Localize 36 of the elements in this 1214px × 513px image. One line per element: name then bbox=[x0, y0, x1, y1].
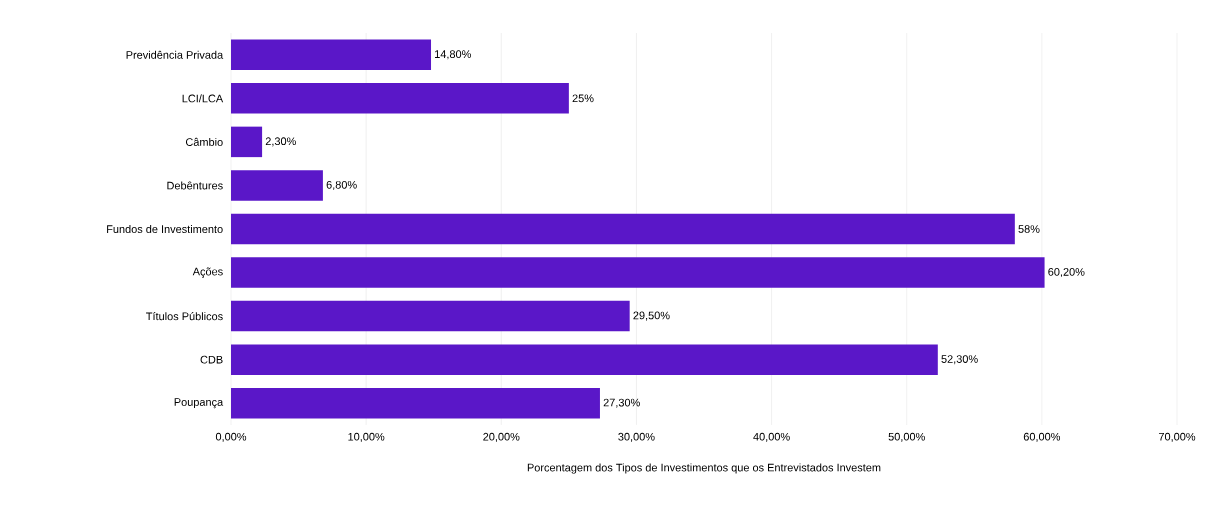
bar bbox=[231, 83, 569, 114]
data-label: 14,80% bbox=[435, 50, 471, 60]
data-label: 2,30% bbox=[265, 137, 296, 147]
x-tick-label: 60,00% bbox=[1023, 432, 1061, 442]
bar bbox=[231, 257, 1045, 288]
y-tick-label: LCI/LCA bbox=[182, 94, 224, 103]
data-label: 58% bbox=[1018, 225, 1040, 233]
bar bbox=[231, 300, 630, 332]
y-tick-label: CDB bbox=[200, 355, 223, 364]
y-tick-label: Fundos de Investimento bbox=[107, 224, 223, 234]
y-tick-label: Debêntures bbox=[167, 181, 223, 190]
data-label: 27,30% bbox=[603, 398, 640, 408]
data-label: 29,50% bbox=[633, 311, 670, 321]
data-label: 60,20% bbox=[1048, 268, 1085, 278]
bar bbox=[231, 170, 323, 201]
x-tick-label: 70,00% bbox=[1158, 432, 1196, 442]
y-tick-label: Previdência Privada bbox=[126, 50, 224, 59]
data-label: 25% bbox=[572, 94, 594, 103]
bar bbox=[231, 126, 263, 158]
bar bbox=[231, 39, 432, 71]
x-tick-label: 50,00% bbox=[888, 432, 925, 442]
data-label: 52,30% bbox=[941, 355, 978, 365]
bar bbox=[231, 387, 600, 419]
bar bbox=[231, 344, 938, 375]
x-tick-label: 0,00% bbox=[215, 432, 247, 442]
y-tick-label: Títulos Públicos bbox=[146, 312, 223, 321]
data-label: 6,80% bbox=[326, 180, 357, 190]
bar bbox=[231, 213, 1015, 245]
x-tick-label: 10,00% bbox=[348, 432, 385, 442]
x-axis-title: Porcentagem dos Tipos de Investimentos que os Entrevistados Investem bbox=[527, 463, 881, 474]
y-tick-label: Ações bbox=[192, 267, 223, 278]
x-tick-label: 40,00% bbox=[753, 432, 790, 442]
x-tick-label: 20,00% bbox=[483, 432, 520, 442]
y-tick-label: Câmbio bbox=[185, 137, 223, 146]
y-tick-label: Poupança bbox=[174, 398, 224, 409]
x-tick-label: 30,00% bbox=[618, 432, 655, 442]
